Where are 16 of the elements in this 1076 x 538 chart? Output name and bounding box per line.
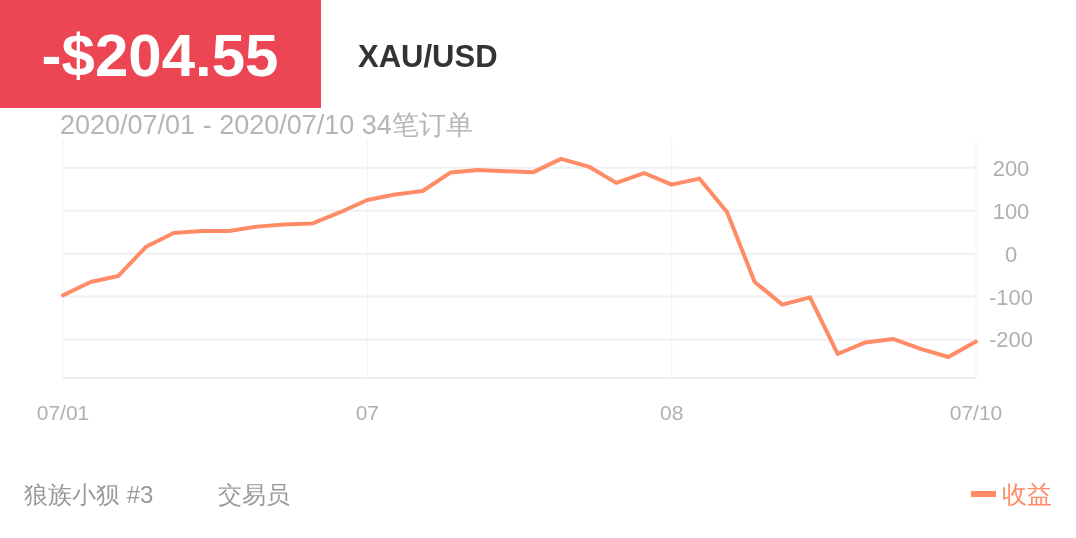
- legend-label: 收益: [1002, 480, 1052, 508]
- chart-subtitle: 2020/07/01 - 2020/07/10 34笔订单: [60, 110, 473, 140]
- x-tick-label: 08: [659, 401, 684, 424]
- x-tick-label: 07/01: [36, 401, 90, 424]
- y-tick-label: 200: [992, 155, 1030, 181]
- x-tick-label: 07/10: [949, 401, 1003, 424]
- chart-title: XAU/USD: [358, 39, 498, 74]
- line-series: [61, 156, 978, 359]
- text: -$204.55: [41, 22, 279, 89]
- text: 交易员: [218, 481, 290, 508]
- y-tick-label: -100: [988, 284, 1034, 310]
- y-tick-label: 0: [1004, 241, 1018, 267]
- y-tick-label: -200: [988, 327, 1034, 353]
- y-tick-label: 100: [992, 198, 1030, 224]
- x-tick-label: 07: [355, 401, 380, 424]
- text: 狼族小狈 #3: [24, 481, 154, 508]
